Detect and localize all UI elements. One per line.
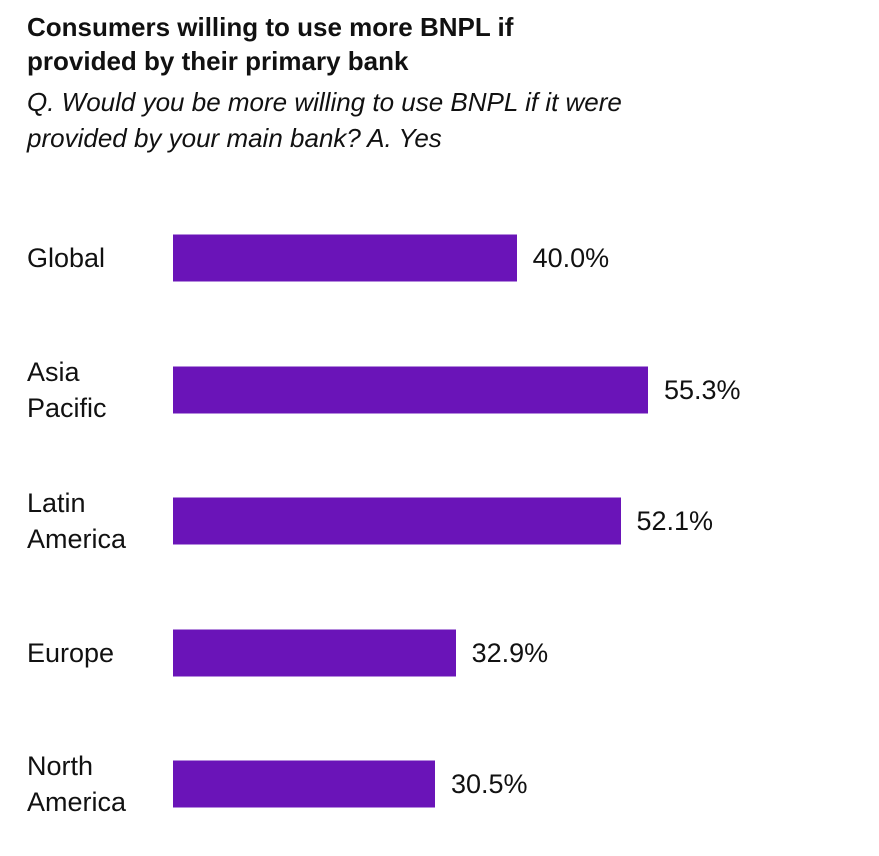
category-label: Asia Pacific: [27, 356, 107, 423]
value-label: 52.1%: [636, 506, 714, 536]
bar: [173, 234, 517, 282]
category-label: Europe: [27, 637, 115, 668]
category-label: North America: [27, 751, 127, 817]
value-label: 32.9%: [471, 637, 549, 668]
category-label: Latin America: [27, 488, 127, 554]
bar: [173, 366, 648, 413]
bar: [173, 497, 621, 545]
bar: [173, 760, 435, 808]
value-label: 55.3%: [664, 374, 741, 405]
category-label: Global: [27, 243, 106, 273]
bar: [173, 629, 456, 676]
chart-title: Consumers willing to use more BNPL if pr…: [27, 12, 514, 76]
value-label: 40.0%: [532, 243, 610, 273]
value-label: 30.5%: [450, 769, 528, 799]
chart-subtitle: Q. Would you be more willing to use BNPL…: [27, 87, 622, 153]
